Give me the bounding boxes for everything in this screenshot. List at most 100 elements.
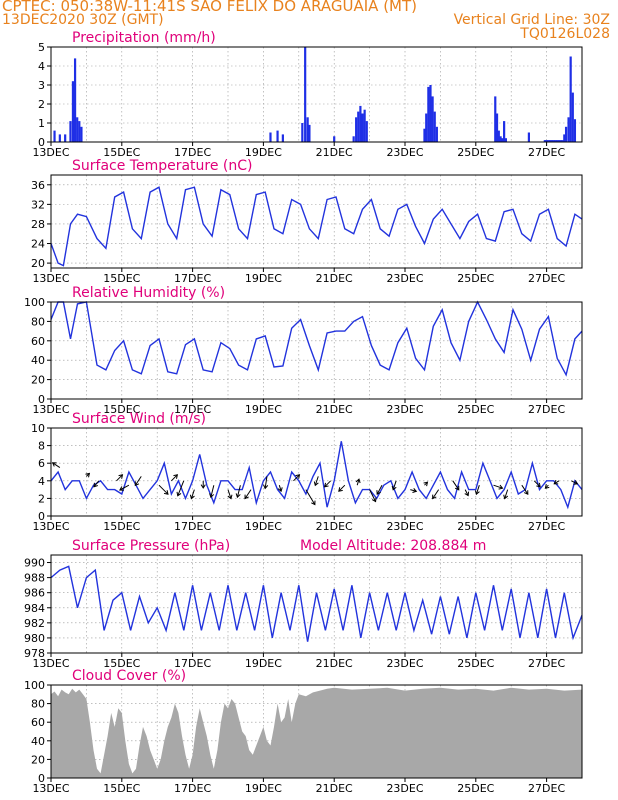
- y-tick-label: 978: [24, 647, 45, 660]
- wind-arrow: [410, 488, 418, 493]
- x-tick-label: 21DEC: [316, 272, 353, 285]
- y-tick-label: 4: [38, 475, 45, 488]
- y-tick-label: 980: [24, 632, 45, 645]
- precip-bar: [547, 140, 550, 142]
- precip-bar: [308, 124, 311, 142]
- x-tick-label: 15DEC: [103, 782, 140, 795]
- panel-3: Relative Humidity (%) 0 20 40 60 80 100 13DEC 15…: [24, 285, 583, 416]
- x-tick-label: 23DEC: [386, 520, 423, 533]
- precip-bar: [365, 121, 368, 142]
- x-tick-label: 15DEC: [103, 272, 140, 285]
- y-tick-label: 986: [24, 587, 45, 600]
- y-tick-label: 24: [31, 238, 45, 251]
- x-tick-label: 17DEC: [174, 520, 211, 533]
- y-tick-label: 982: [24, 617, 45, 630]
- wind-arrow: [227, 489, 233, 500]
- precip-bar: [281, 134, 284, 142]
- y-tick-label: 32: [31, 198, 45, 211]
- precip-bar: [423, 128, 426, 142]
- x-tick-label: 27DEC: [528, 657, 565, 670]
- y-tick-label: 20: [31, 374, 45, 387]
- x-tick-label: 23DEC: [386, 403, 423, 416]
- y-tick-label: 6: [38, 457, 45, 470]
- y-tick-label: 100: [24, 296, 45, 309]
- x-tick-label: 21DEC: [316, 146, 353, 159]
- precip-bar: [301, 123, 304, 142]
- precip-bar: [549, 140, 552, 142]
- wind-arrow: [93, 480, 100, 488]
- y-tick-label: 0: [38, 510, 45, 523]
- y-tick-label: 1: [38, 117, 45, 130]
- wind-arrow: [85, 472, 91, 478]
- precip-bar: [359, 105, 362, 142]
- precip-bar: [269, 132, 272, 142]
- x-tick-label: 23DEC: [386, 272, 423, 285]
- precip-bar: [573, 119, 577, 142]
- y-tick-label: 0: [38, 772, 45, 785]
- precip-bar: [53, 130, 56, 142]
- y-tick-label: 40: [31, 354, 45, 367]
- x-tick-label: 27DEC: [528, 520, 565, 533]
- wind-arrow: [200, 480, 206, 489]
- precip-bar: [559, 140, 562, 142]
- precip-bar: [429, 85, 432, 142]
- wind-arrow: [158, 484, 169, 495]
- wind-arrow: [324, 480, 332, 488]
- wind-arrow: [355, 478, 361, 486]
- precip-bar: [495, 113, 499, 142]
- x-tick-label: 27DEC: [528, 403, 565, 416]
- x-tick-label: 15DEC: [103, 657, 140, 670]
- y-tick-label: 2: [38, 492, 45, 505]
- x-tick-label: 17DEC: [174, 657, 211, 670]
- y-tick-label: 60: [31, 335, 45, 348]
- series-line: [50, 565, 583, 642]
- precip-bar: [78, 121, 81, 142]
- precip-bar: [333, 136, 336, 142]
- x-tick-label: 23DEC: [386, 146, 423, 159]
- x-tick-label: 19DEC: [245, 657, 282, 670]
- panel-frame: [50, 684, 583, 779]
- precip-bar: [569, 56, 572, 142]
- wind-arrow: [263, 476, 269, 490]
- panel-frame: [50, 174, 583, 269]
- wind-arrow: [244, 489, 252, 500]
- precip-bar: [563, 134, 566, 142]
- panel-5: Surface Pressure (hPa) 978 980 982 984 986 988…: [24, 538, 583, 670]
- precip-bar: [552, 140, 555, 142]
- precip-bar: [501, 138, 504, 142]
- wind-arrow: [553, 479, 560, 485]
- y-tick-label: 80: [31, 698, 45, 711]
- y-tick-label: 3: [38, 79, 45, 92]
- wind-arrow: [119, 484, 130, 491]
- precip-bar: [433, 111, 436, 142]
- x-tick-label: 21DEC: [316, 782, 353, 795]
- wind-arrow: [423, 481, 429, 487]
- x-tick-label: 13DEC: [32, 520, 69, 533]
- wind-arrow: [235, 485, 241, 499]
- x-tick-label: 19DEC: [245, 272, 282, 285]
- wind-arrow: [493, 484, 504, 490]
- wind-arrow: [171, 474, 179, 482]
- precip-bar: [355, 117, 358, 142]
- x-tick-label: 13DEC: [32, 146, 69, 159]
- humidity-title: Relative Humidity (%): [72, 285, 225, 301]
- wind-arrow: [338, 484, 346, 492]
- wind-arrow: [474, 485, 480, 496]
- precip-bar: [545, 140, 548, 142]
- wind-arrow: [452, 480, 460, 491]
- wind-title: Surface Wind (m/s): [72, 411, 206, 427]
- panel-1: Precipitation (mm/h) 0 1 2 3 4 5 13DEC 15DEC 17DE…: [32, 30, 583, 159]
- wind-arrow: [189, 489, 195, 500]
- wind-arrow: [51, 462, 61, 469]
- x-tick-label: 25DEC: [457, 657, 494, 670]
- x-tick-label: 25DEC: [457, 403, 494, 416]
- x-tick-label: 21DEC: [316, 520, 353, 533]
- x-tick-label: 13DEC: [32, 403, 69, 416]
- x-tick-label: 27DEC: [528, 782, 565, 795]
- header-model-id: TQ0126L028: [520, 26, 610, 42]
- x-tick-label: 13DEC: [32, 657, 69, 670]
- temperature-title: Surface Temperature (nC): [72, 158, 253, 174]
- series-line: [50, 441, 583, 510]
- x-tick-label: 17DEC: [174, 146, 211, 159]
- wind-arrow: [305, 489, 316, 506]
